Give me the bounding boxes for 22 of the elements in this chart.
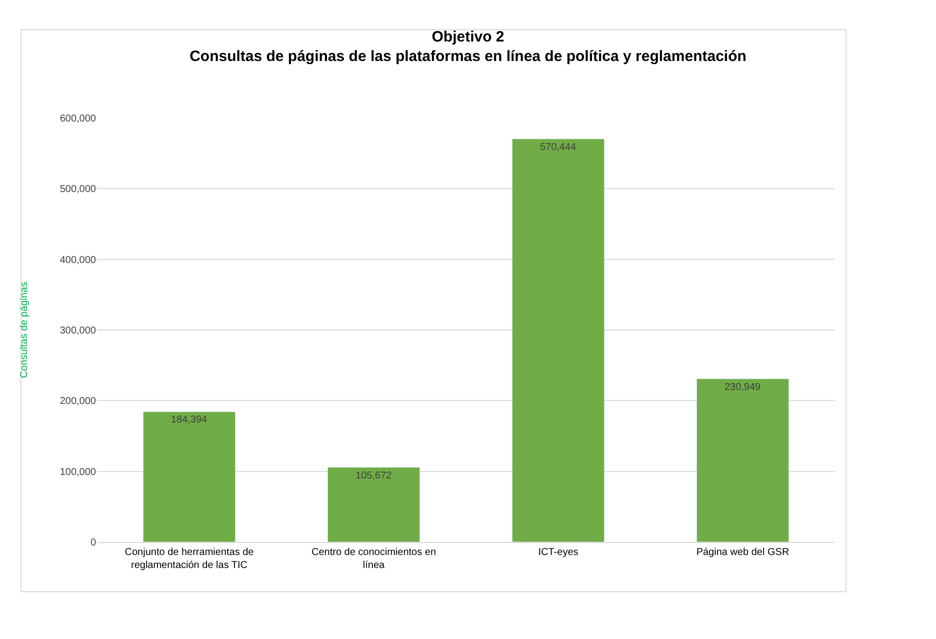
bar <box>142 411 236 542</box>
x-tick-label: Centro de conocimientos en línea <box>311 547 436 571</box>
y-tick-label: 300,000 <box>60 326 96 336</box>
y-tick-label: 500,000 <box>60 184 96 196</box>
x-tick-label: Conjunto de herramientas de reglamentación de las TIC <box>124 547 254 571</box>
bar <box>512 138 605 542</box>
data-label: 184,394 <box>170 414 208 426</box>
y-tick-label: 100,000 <box>60 466 96 478</box>
bar <box>696 378 790 542</box>
y-tick-label: 200,000 <box>60 396 96 408</box>
chart-title: Objetivo 2 <box>432 28 504 46</box>
x-tick-label: Página web del GSR <box>696 547 790 558</box>
y-axis-title: Consultas de páginas <box>18 282 30 378</box>
chart-subtitle: Consultas de páginas de las plataformas en línea de política y reglamentación <box>190 48 746 66</box>
data-label: 570,444 <box>540 142 577 153</box>
data-label: 230,949 <box>724 382 762 393</box>
data-label: 105,672 <box>355 470 392 482</box>
y-tick-label: 0 <box>90 538 96 548</box>
x-tick-label: ICT-eyes <box>538 547 578 558</box>
bar <box>327 467 420 542</box>
y-tick-label: 400,000 <box>60 254 96 266</box>
y-tick-label: 600,000 <box>60 114 96 124</box>
